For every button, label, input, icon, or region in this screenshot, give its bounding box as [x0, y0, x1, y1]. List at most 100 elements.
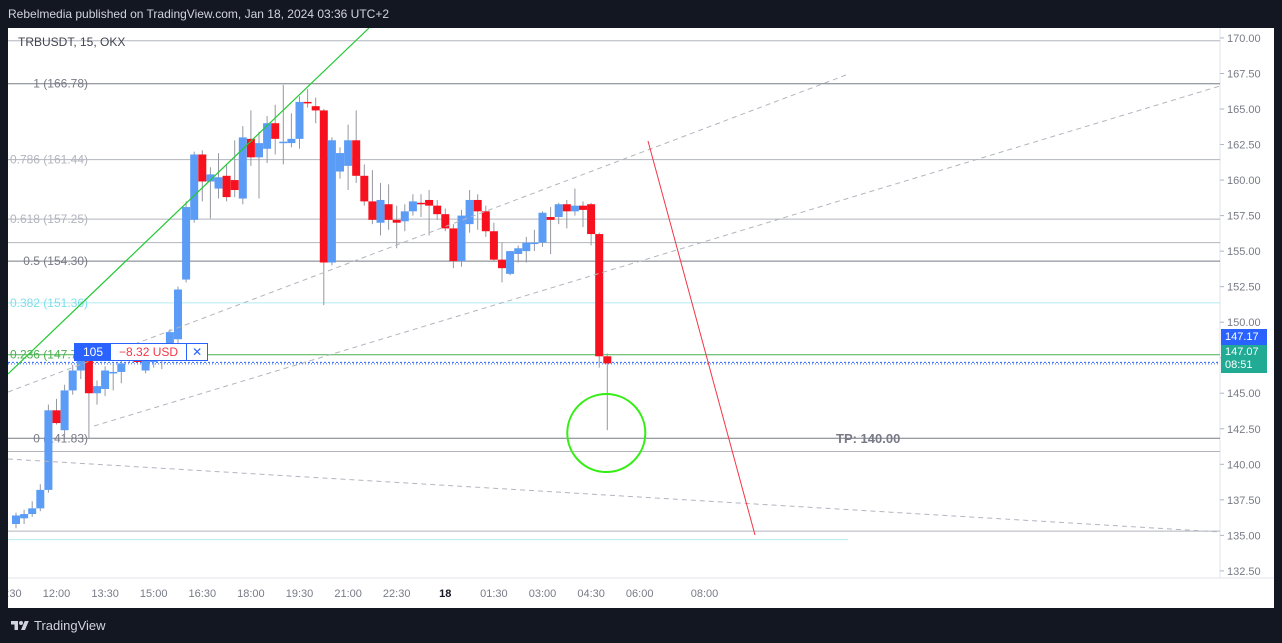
price-tick-label: 150.00 — [1227, 317, 1261, 329]
time-tick-label: 19:30 — [286, 588, 314, 600]
candle-up — [117, 363, 126, 372]
candle-down — [246, 138, 255, 158]
symbol-label: TRBUSDT, 15, OKX — [18, 35, 126, 49]
axes-layer: 170.00 167.50 165.00 162.50 160.00 157.50 155.… — [8, 28, 1274, 600]
candle-down — [84, 356, 93, 394]
candle-up — [255, 143, 263, 158]
candles-layer — [12, 84, 612, 529]
candle-up — [165, 332, 174, 348]
fib-level-label: 0 (141.83) — [33, 431, 88, 445]
candle-down — [303, 101, 312, 104]
fib-level-label: 1 (166.78) — [33, 77, 88, 91]
candle-up — [101, 370, 110, 389]
descending-line — [8, 458, 1221, 533]
time-tick-label: 10:30 — [8, 588, 22, 600]
candle-down — [489, 231, 498, 260]
price-tick-label: 162.50 — [1227, 140, 1261, 152]
candle-up — [93, 386, 101, 394]
candle-up — [570, 205, 579, 212]
candle-up — [36, 489, 45, 509]
bar-countdown: 08:51 — [1225, 359, 1253, 371]
candle-down — [562, 204, 571, 212]
time-tick-label: 13:30 — [91, 588, 119, 600]
candle-up — [408, 201, 417, 212]
candle-down — [222, 175, 231, 198]
publisher-header: Rebelmedia published on TradingView.com,… — [8, 7, 390, 21]
price-tick-label: 165.00 — [1227, 104, 1261, 116]
time-tick-label: 12:00 — [43, 588, 71, 600]
position-quantity: 105 — [75, 344, 112, 360]
candle-up — [457, 215, 466, 262]
time-tick-label: 04:30 — [577, 588, 605, 600]
candle-up — [263, 123, 272, 149]
candle-up — [68, 370, 77, 391]
candle-up — [538, 212, 547, 243]
green-trend-line — [8, 28, 370, 375]
time-tick-label: 15:00 — [140, 588, 168, 600]
price-tick-label: 145.00 — [1227, 388, 1261, 400]
chart-area[interactable]: 170.00 167.50 165.00 162.50 160.00 157.50 155.… — [8, 28, 1274, 608]
fib-level-label: 0.618 (157.25) — [10, 212, 88, 226]
tradingview-brand: TradingView — [34, 618, 106, 633]
candle-up — [238, 137, 247, 199]
position-widget[interactable]: 105 −8.32 USD ✕ — [74, 343, 209, 361]
candle-down — [198, 154, 207, 182]
candle-down — [352, 140, 361, 176]
candle-up — [554, 204, 563, 218]
candle-down — [384, 204, 393, 220]
candle-down — [392, 219, 401, 223]
candle-down — [433, 205, 442, 215]
candle-up — [400, 211, 409, 222]
time-tick-label: 06:00 — [626, 588, 654, 600]
candle-up — [182, 207, 191, 280]
price-tick-label: 142.50 — [1227, 424, 1261, 436]
time-tick-label: 08:00 — [691, 588, 719, 600]
candle-up — [295, 101, 304, 139]
candle-up — [12, 515, 20, 524]
candle-up — [327, 140, 336, 263]
tradingview-logo[interactable]: TradingView — [10, 618, 106, 633]
fib-level-label: 0.236 (147.71) — [10, 348, 88, 362]
time-tick-label: 21:00 — [334, 588, 362, 600]
position-price-badge: 147.17 — [1221, 329, 1267, 345]
candle-down — [368, 201, 377, 220]
candle-down — [579, 205, 587, 210]
candle-down — [546, 217, 555, 220]
candle-down — [311, 106, 320, 111]
price-tick-label: 132.50 — [1227, 566, 1261, 578]
levels-layer: 1 (166.78) 0.786 (161.44) 0.618 (157.25) 0.… — [8, 40, 1220, 541]
time-tick-label: 03:00 — [529, 588, 557, 600]
price-tick-label: 157.50 — [1227, 211, 1261, 223]
candle-up — [522, 242, 531, 252]
candle-down — [230, 180, 239, 191]
close-position-icon[interactable]: ✕ — [186, 344, 207, 360]
candle-up — [465, 199, 474, 225]
candle-up — [214, 177, 223, 189]
candle-up — [336, 153, 344, 172]
candle-down — [595, 234, 604, 357]
time-tick-label: 22:30 — [383, 588, 411, 600]
candle-up — [20, 514, 29, 519]
candlestick-chart[interactable]: 170.00 167.50 165.00 162.50 160.00 157.50 155.… — [8, 28, 1274, 608]
candle-up — [44, 410, 53, 490]
price-tick-label: 167.50 — [1227, 68, 1261, 80]
candle-down — [603, 356, 612, 364]
last-price-badge: 147.07 08:51 — [1221, 345, 1267, 373]
time-tick-label: 01:30 — [480, 588, 508, 600]
candle-down — [52, 410, 61, 424]
fib-level-label: 0.786 (161.44) — [10, 153, 88, 167]
fib-level-label: 0.5 (154.30) — [23, 254, 88, 268]
candle-down — [441, 214, 450, 229]
time-tick-label: 16:30 — [189, 588, 217, 600]
footer: TradingView — [0, 608, 1282, 643]
drawings-layer — [8, 28, 1221, 536]
time-tick-label: 18:00 — [237, 588, 265, 600]
position-pnl: −8.32 USD — [119, 345, 179, 359]
candle-up — [344, 140, 353, 166]
price-tick-label: 170.00 — [1227, 33, 1261, 45]
fib-level-label: 0.382 (151.36) — [10, 296, 88, 310]
candle-down — [319, 110, 328, 263]
candle-down — [587, 204, 596, 235]
candle-down — [360, 175, 369, 202]
candle-up — [530, 242, 539, 245]
